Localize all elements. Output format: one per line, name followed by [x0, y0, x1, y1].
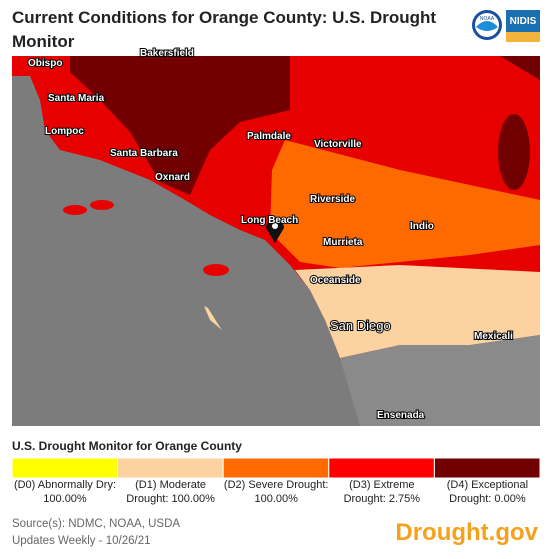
city-label: Ensenada — [377, 410, 425, 421]
legend-swatch — [11, 457, 119, 479]
legend-label: (D2) Severe Drought: 100.00% — [223, 479, 329, 505]
city-label: Obispo — [28, 58, 62, 69]
city-label: Mexicali — [474, 331, 513, 342]
legend-label: (D1) Moderate Drought: 100.00% — [126, 479, 215, 505]
updated: Updates Weekly - 10/26/21 — [12, 535, 151, 547]
legend-label: (D4) Exceptional Drought: 0.00% — [446, 479, 529, 505]
legend-label: (D3) Extreme Drought: 2.75% — [343, 479, 421, 505]
city-label: Lompoc — [45, 126, 84, 137]
city-label: Oxnard — [155, 172, 190, 183]
city-label: Long Beach — [241, 215, 298, 226]
city-label: Murrieta — [323, 237, 363, 248]
city-label: Indio — [410, 221, 434, 232]
legend-swatch — [117, 457, 224, 479]
legend-swatch — [433, 457, 541, 479]
source: Source(s): NDMC, NOAA, USDA — [12, 518, 180, 530]
legend-label: (D0) Abnormally Dry: 100.00% — [13, 479, 117, 505]
legend-swatch — [328, 457, 435, 479]
legend-title: U.S. Drought Monitor for Orange County — [12, 439, 242, 453]
brand: Drought.gov — [395, 519, 538, 546]
logo-text: NIDIS — [510, 16, 537, 27]
city-label: Santa Maria — [48, 93, 105, 104]
city-label: Santa Barbara — [110, 148, 178, 159]
city-label: Victorville — [314, 139, 362, 150]
logos: NOAA NIDIS — [472, 10, 540, 42]
city-label: San Diego — [330, 318, 391, 333]
title: Current Conditions for Orange County: U.… — [12, 8, 437, 51]
city-label: Oceanside — [310, 275, 361, 286]
legend-swatch — [222, 457, 330, 479]
city-label: Riverside — [310, 194, 355, 205]
city-label: Palmdale — [247, 131, 291, 142]
logo-text: NOAA — [480, 16, 495, 22]
